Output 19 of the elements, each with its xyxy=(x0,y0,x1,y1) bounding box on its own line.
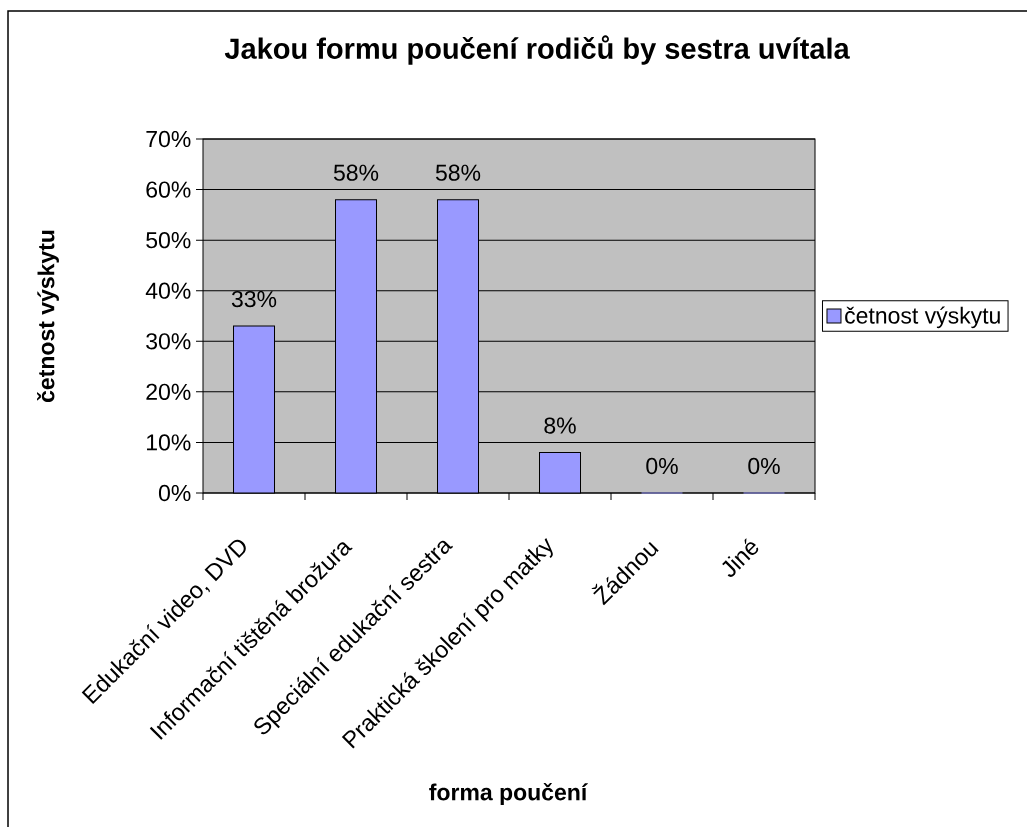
y-tick-label: 10% xyxy=(147,434,191,451)
data-label: 33% xyxy=(231,290,277,308)
y-tick-label: 0% xyxy=(158,484,191,502)
y-tick-label: 50% xyxy=(146,232,191,249)
y-axis-title: četnost výskytu xyxy=(37,230,59,403)
y-tick-label: 40% xyxy=(145,282,191,299)
data-label: 58% xyxy=(333,164,379,181)
legend-label: četnost výskytu xyxy=(845,306,1000,329)
x-tick-label: Jiné xyxy=(722,538,759,577)
data-label: 58% xyxy=(435,164,481,181)
y-tick-label: 30% xyxy=(146,333,191,350)
y-tick-label: 60% xyxy=(146,181,191,198)
x-axis-title: forma poučení xyxy=(429,783,588,805)
data-label: 0% xyxy=(748,457,780,475)
chart-title: Jakou formu poučení rodičů by sestra uvítala xyxy=(224,35,850,65)
y-tick-label: 70% xyxy=(146,130,191,148)
y-tick-label: 20% xyxy=(146,383,191,400)
data-label: 8% xyxy=(544,417,576,434)
data-label: 0% xyxy=(646,457,678,475)
